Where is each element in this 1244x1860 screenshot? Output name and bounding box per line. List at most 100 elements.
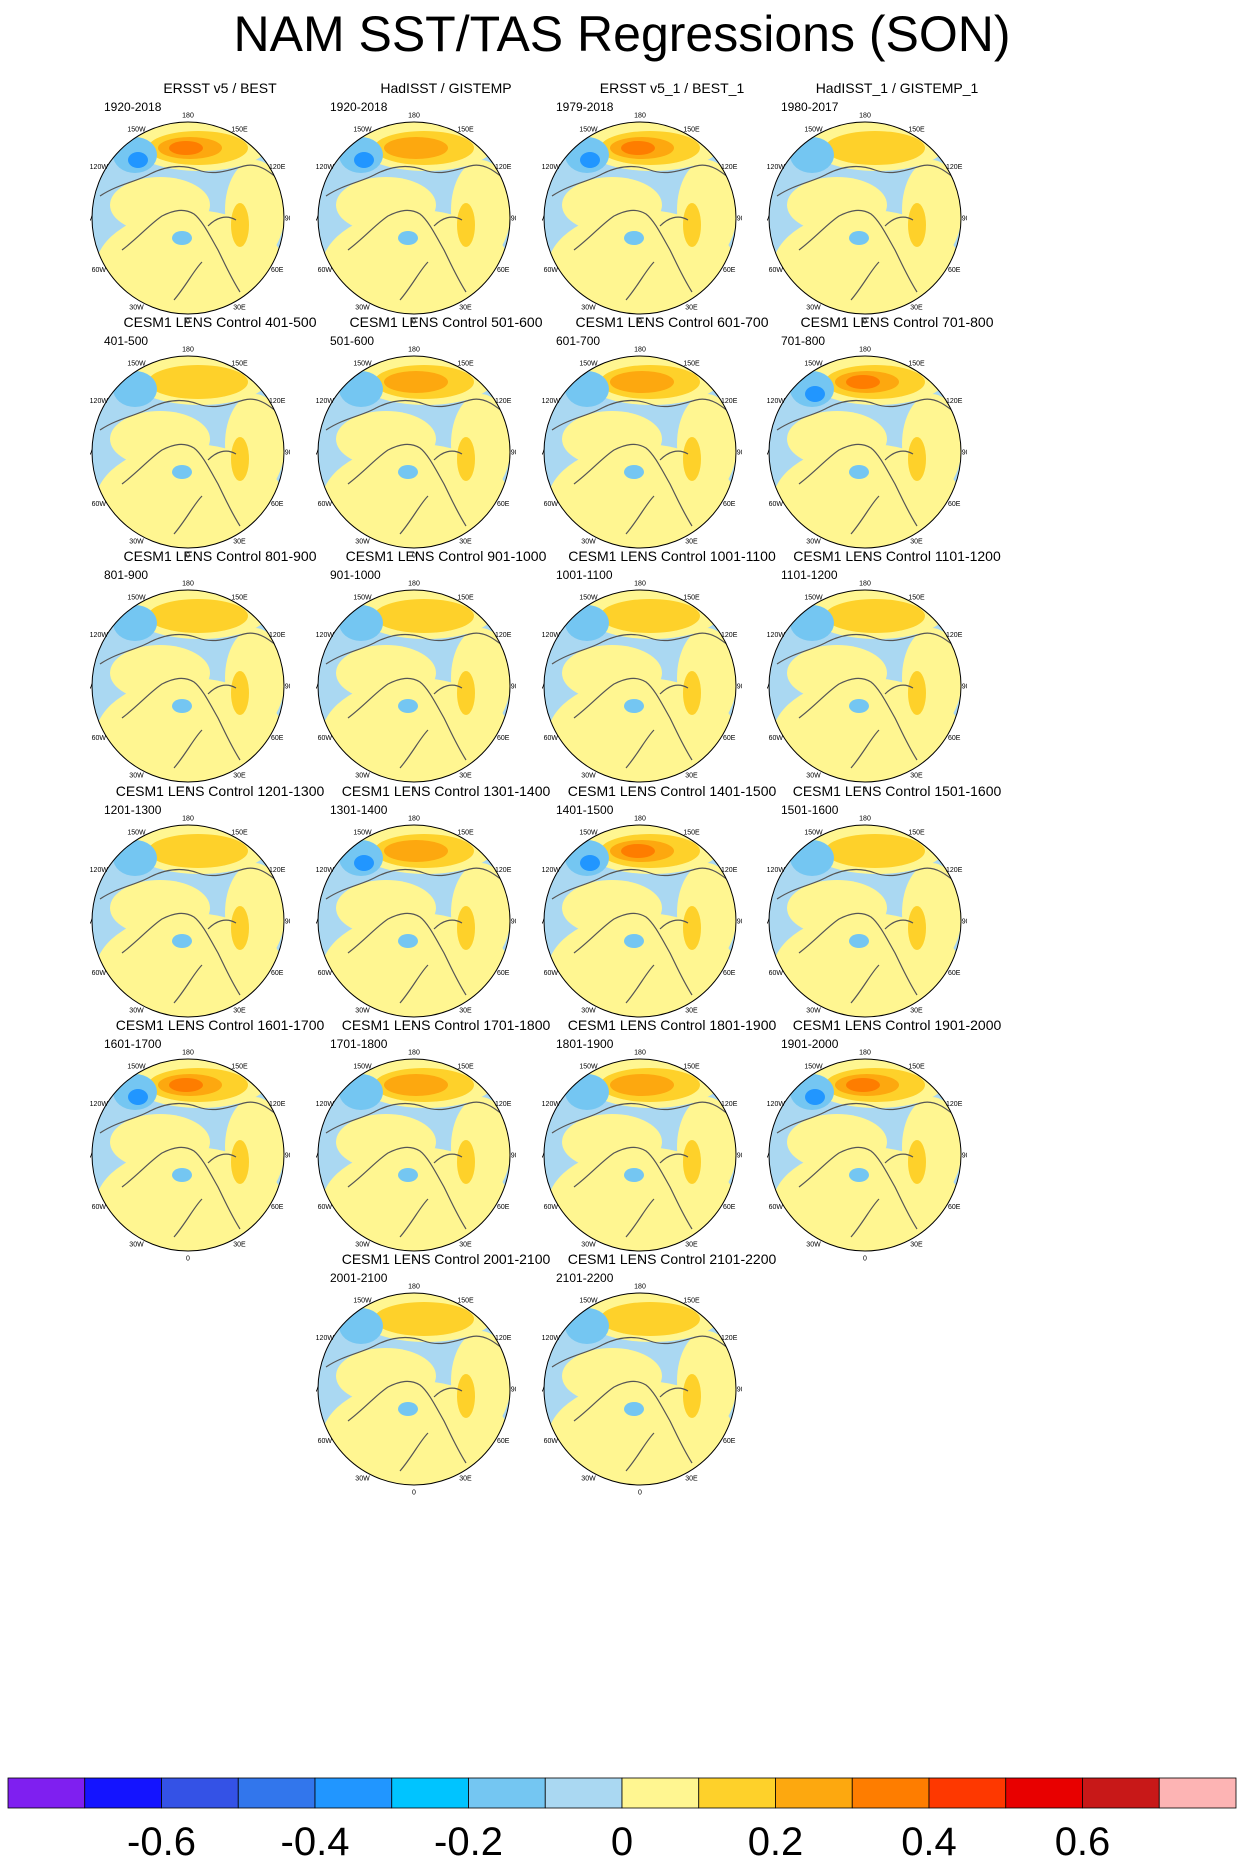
longitude-label: 120E: [946, 164, 963, 171]
longitude-label: 90W: [542, 1153, 545, 1160]
longitude-label: 0: [638, 1490, 642, 1497]
anomaly-region: [339, 1074, 383, 1110]
anomaly-region: [790, 137, 834, 173]
anomaly-region: [336, 645, 436, 701]
longitude-label: 120E: [495, 398, 512, 405]
longitude-label: 0: [412, 787, 416, 794]
colorbar-bin: [84, 1777, 162, 1809]
longitude-label: 30W: [129, 1008, 144, 1015]
longitude-label: 30W: [355, 1476, 370, 1483]
map-panel: CESM1 LENS Control 1101-1200 1101-1200 180…: [767, 548, 1027, 818]
anomaly-region: [908, 1140, 926, 1184]
longitude-label: 60E: [497, 267, 510, 274]
anomaly-region: [621, 844, 655, 858]
map-panel: CESM1 LENS Control 1001-1100 1001-1100 180…: [542, 548, 802, 818]
anomaly-region: [683, 1140, 701, 1184]
panel-period: 501-600: [330, 334, 375, 348]
map-panel: CESM1 LENS Control 2101-2200 2101-2200 180…: [542, 1251, 802, 1521]
longitude-label: 0: [638, 1256, 642, 1263]
panel-title: HadISST_1 / GISTEMP_1: [815, 80, 979, 96]
longitude-label: 150W: [127, 126, 146, 133]
longitude-label: 60E: [497, 735, 510, 742]
anomaly-region: [565, 371, 609, 407]
anomaly-region: [624, 934, 644, 948]
longitude-label: 120E: [721, 164, 738, 171]
colorbar-tick-label: 0.6: [1055, 1820, 1111, 1860]
map-boundary: [91, 824, 285, 1018]
anomaly-region: [231, 671, 249, 715]
longitude-label: 180: [182, 347, 194, 354]
anomaly-region: [113, 371, 157, 407]
longitude-label: 90E: [962, 684, 967, 691]
longitude-label: 180: [859, 581, 871, 588]
coastline: [325, 398, 509, 535]
map-boundary: [543, 121, 737, 315]
longitude-label: 0: [412, 553, 416, 560]
longitude-label: 120E: [495, 867, 512, 874]
longitude-label: 90W: [542, 216, 545, 223]
longitude-label: 30W: [581, 305, 596, 312]
longitude-label: 150W: [353, 829, 372, 836]
longitude-label: 90E: [511, 1387, 516, 1394]
anomaly-region: [610, 371, 674, 393]
longitude-label: 150W: [579, 1063, 598, 1070]
longitude-label: 180: [634, 113, 646, 120]
anomaly-region: [339, 605, 383, 641]
longitude-label: 180: [859, 347, 871, 354]
anomaly-region: [110, 645, 210, 701]
longitude-label: 90W: [542, 684, 545, 691]
anomaly-region: [398, 1402, 418, 1416]
anomaly-region: [172, 699, 192, 713]
longitude-label: 30W: [581, 1476, 596, 1483]
colorbar-bin: [391, 1777, 469, 1809]
anomaly-region: [787, 411, 887, 467]
longitude-label: 30E: [459, 1008, 472, 1015]
longitude-label: 150E: [908, 360, 925, 367]
anomaly-region: [110, 177, 210, 233]
panel-title: CESM1 LENS Control 701-800: [800, 314, 994, 330]
longitude-label: 30W: [806, 1242, 821, 1249]
longitude-label: 30E: [459, 773, 472, 780]
longitude-label: 120W: [542, 867, 560, 874]
map-boundary: [543, 355, 737, 549]
anomaly-region: [846, 375, 880, 389]
map-boundary: [91, 121, 285, 315]
colorbar-bin: [928, 1777, 1007, 1809]
longitude-label: 120E: [269, 867, 286, 874]
longitude-label: 60W: [544, 970, 559, 977]
anomaly-region: [384, 1074, 448, 1096]
longitude-label: 0: [186, 1022, 190, 1029]
polar-map: 180 150E 120E 90E 60E 30E 0 30W 60W 90W 120W 150W: [767, 1050, 967, 1263]
longitude-label: 120W: [316, 1335, 334, 1342]
panel-period: 801-900: [104, 568, 149, 582]
longitude-label: 60W: [92, 970, 107, 977]
longitude-label: 120W: [90, 1101, 108, 1108]
longitude-label: 120W: [767, 1101, 785, 1108]
map-panel: HadISST_1 / GISTEMP_1 1980-2017 180 150E 120…: [767, 80, 1027, 350]
longitude-label: 0: [412, 1256, 416, 1263]
longitude-label: 120W: [90, 632, 108, 639]
anomaly-region: [600, 599, 700, 633]
longitude-label: 120E: [721, 1101, 738, 1108]
polar-map: 180 150E 120E 90E 60E 30E 0 30W 60W 90W 120W 150W: [90, 347, 290, 560]
anomaly-region: [148, 599, 248, 633]
longitude-label: 120E: [721, 1335, 738, 1342]
longitude-label: 30W: [129, 305, 144, 312]
anomaly-region: [565, 605, 609, 641]
longitude-label: 60W: [769, 267, 784, 274]
map-panel: CESM1 LENS Control 501-600 501-600 180 150E…: [316, 314, 576, 584]
panel-period: 1001-1100: [556, 568, 613, 582]
longitude-label: 150E: [231, 594, 248, 601]
longitude-label: 60E: [723, 1438, 736, 1445]
coastline: [325, 1335, 509, 1472]
longitude-label: 30E: [685, 773, 698, 780]
anomaly-region: [908, 671, 926, 715]
anomaly-region: [624, 699, 644, 713]
longitude-label: 90E: [511, 216, 516, 223]
longitude-label: 150W: [579, 1297, 598, 1304]
longitude-label: 30W: [806, 539, 821, 546]
map-panel: CESM1 LENS Control 2001-2100 2001-2100 180…: [316, 1251, 576, 1521]
longitude-label: 60W: [769, 735, 784, 742]
anomaly-region: [790, 840, 834, 876]
